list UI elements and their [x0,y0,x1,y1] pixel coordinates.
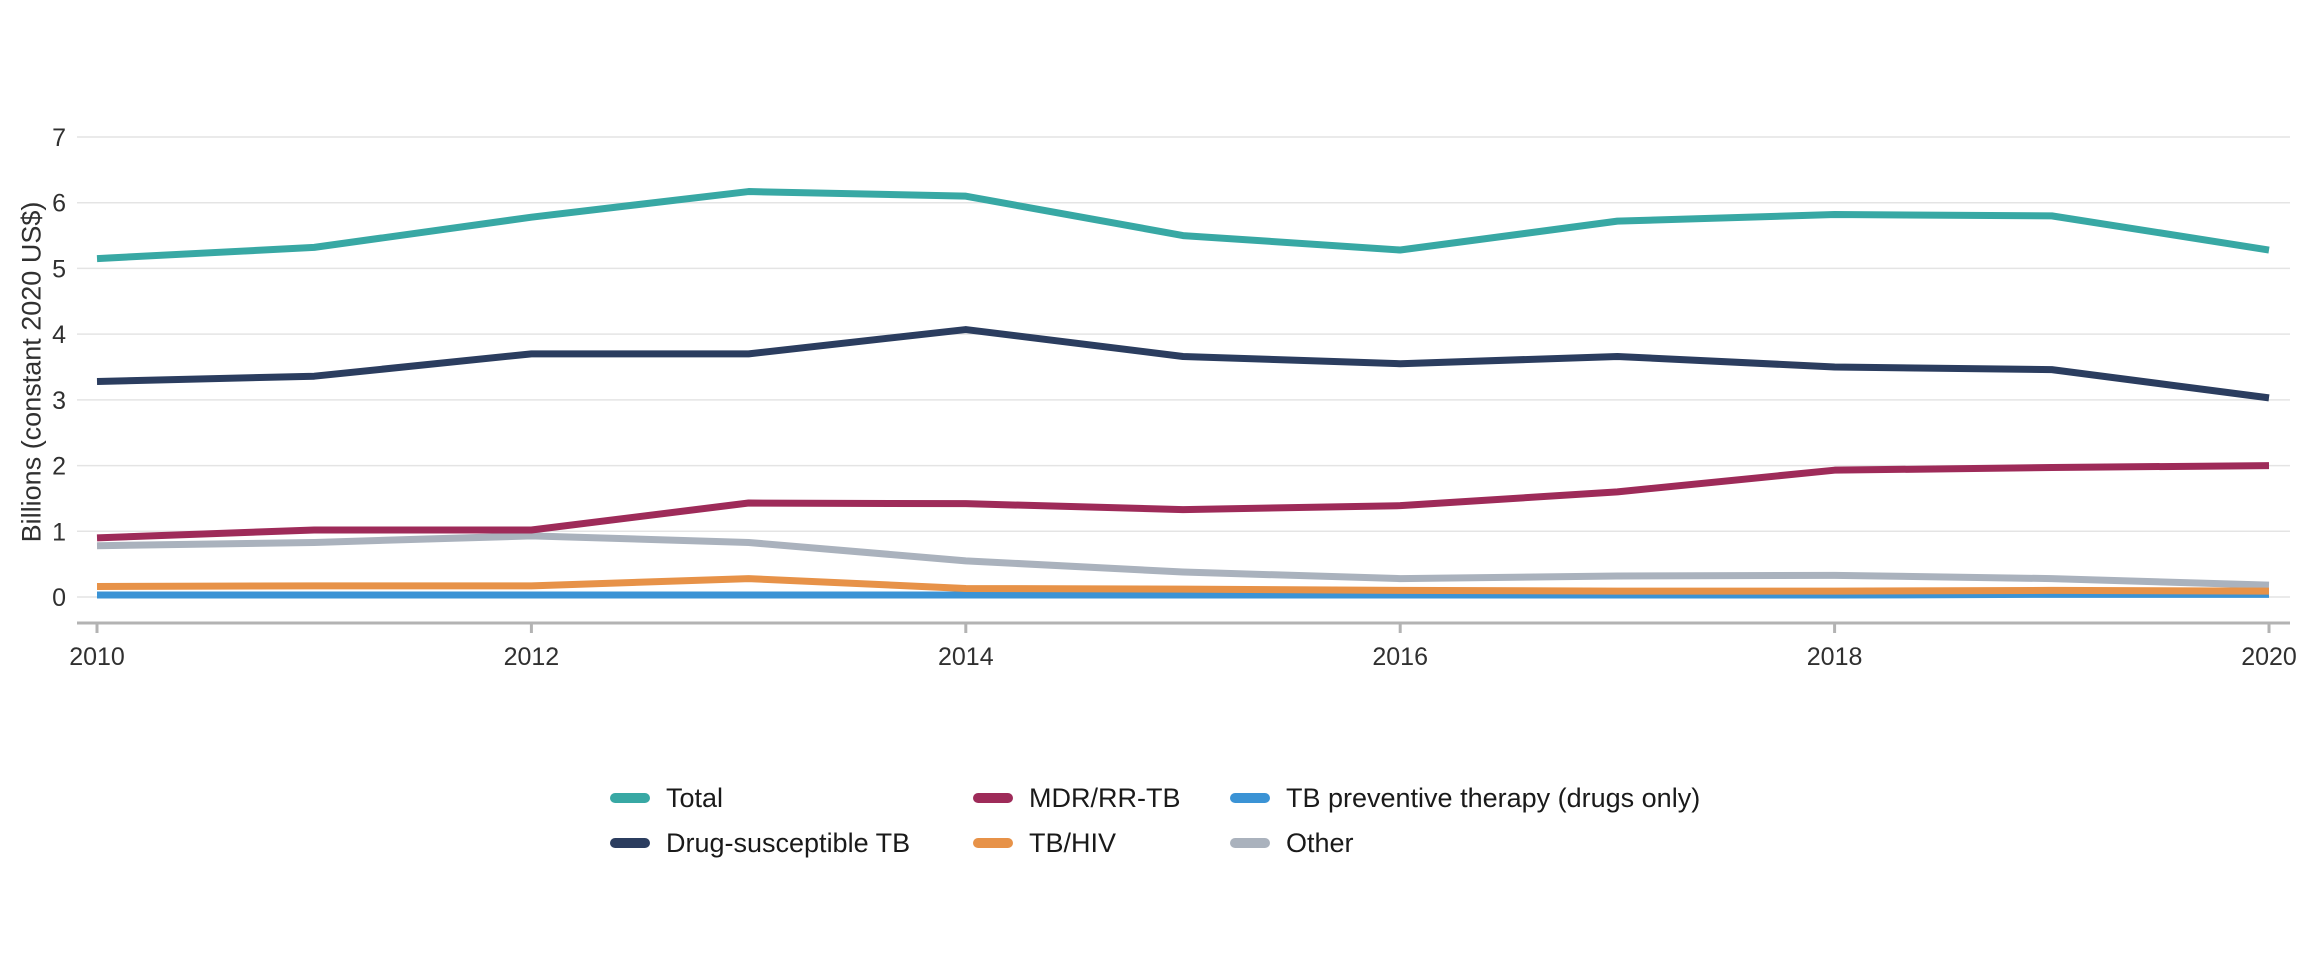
x-tick-label-2016: 2016 [1372,643,1428,671]
x-tick-label-2010: 2010 [69,643,125,671]
series-line-tb-preventive-therapy-drugs-only- [97,590,2269,599]
y-tick-label-1: 1 [52,518,66,546]
series-line-other [96,532,2270,589]
series-line-total [96,188,2270,263]
y-tick-label-2: 2 [52,453,66,481]
y-tick-label-5: 5 [52,255,66,283]
y-tick-label-4: 4 [52,321,66,349]
y-tick-label-3: 3 [52,387,66,415]
y-tick-label-6: 6 [52,190,66,218]
series-line-drug-susceptible-tb [96,326,2270,402]
x-tick-label-2012: 2012 [504,643,560,671]
x-tick-label-2018: 2018 [1807,643,1863,671]
x-tick-label-2020: 2020 [2241,643,2297,671]
x-tick-label-2014: 2014 [938,643,994,671]
y-tick-label-7: 7 [52,124,66,152]
series-line-tb-hiv [96,575,2270,595]
y-axis-title: Billions (constant 2020 US$) [16,201,47,543]
series-line-mdr-rr-tb [96,462,2270,542]
y-tick-label-0: 0 [52,584,66,612]
